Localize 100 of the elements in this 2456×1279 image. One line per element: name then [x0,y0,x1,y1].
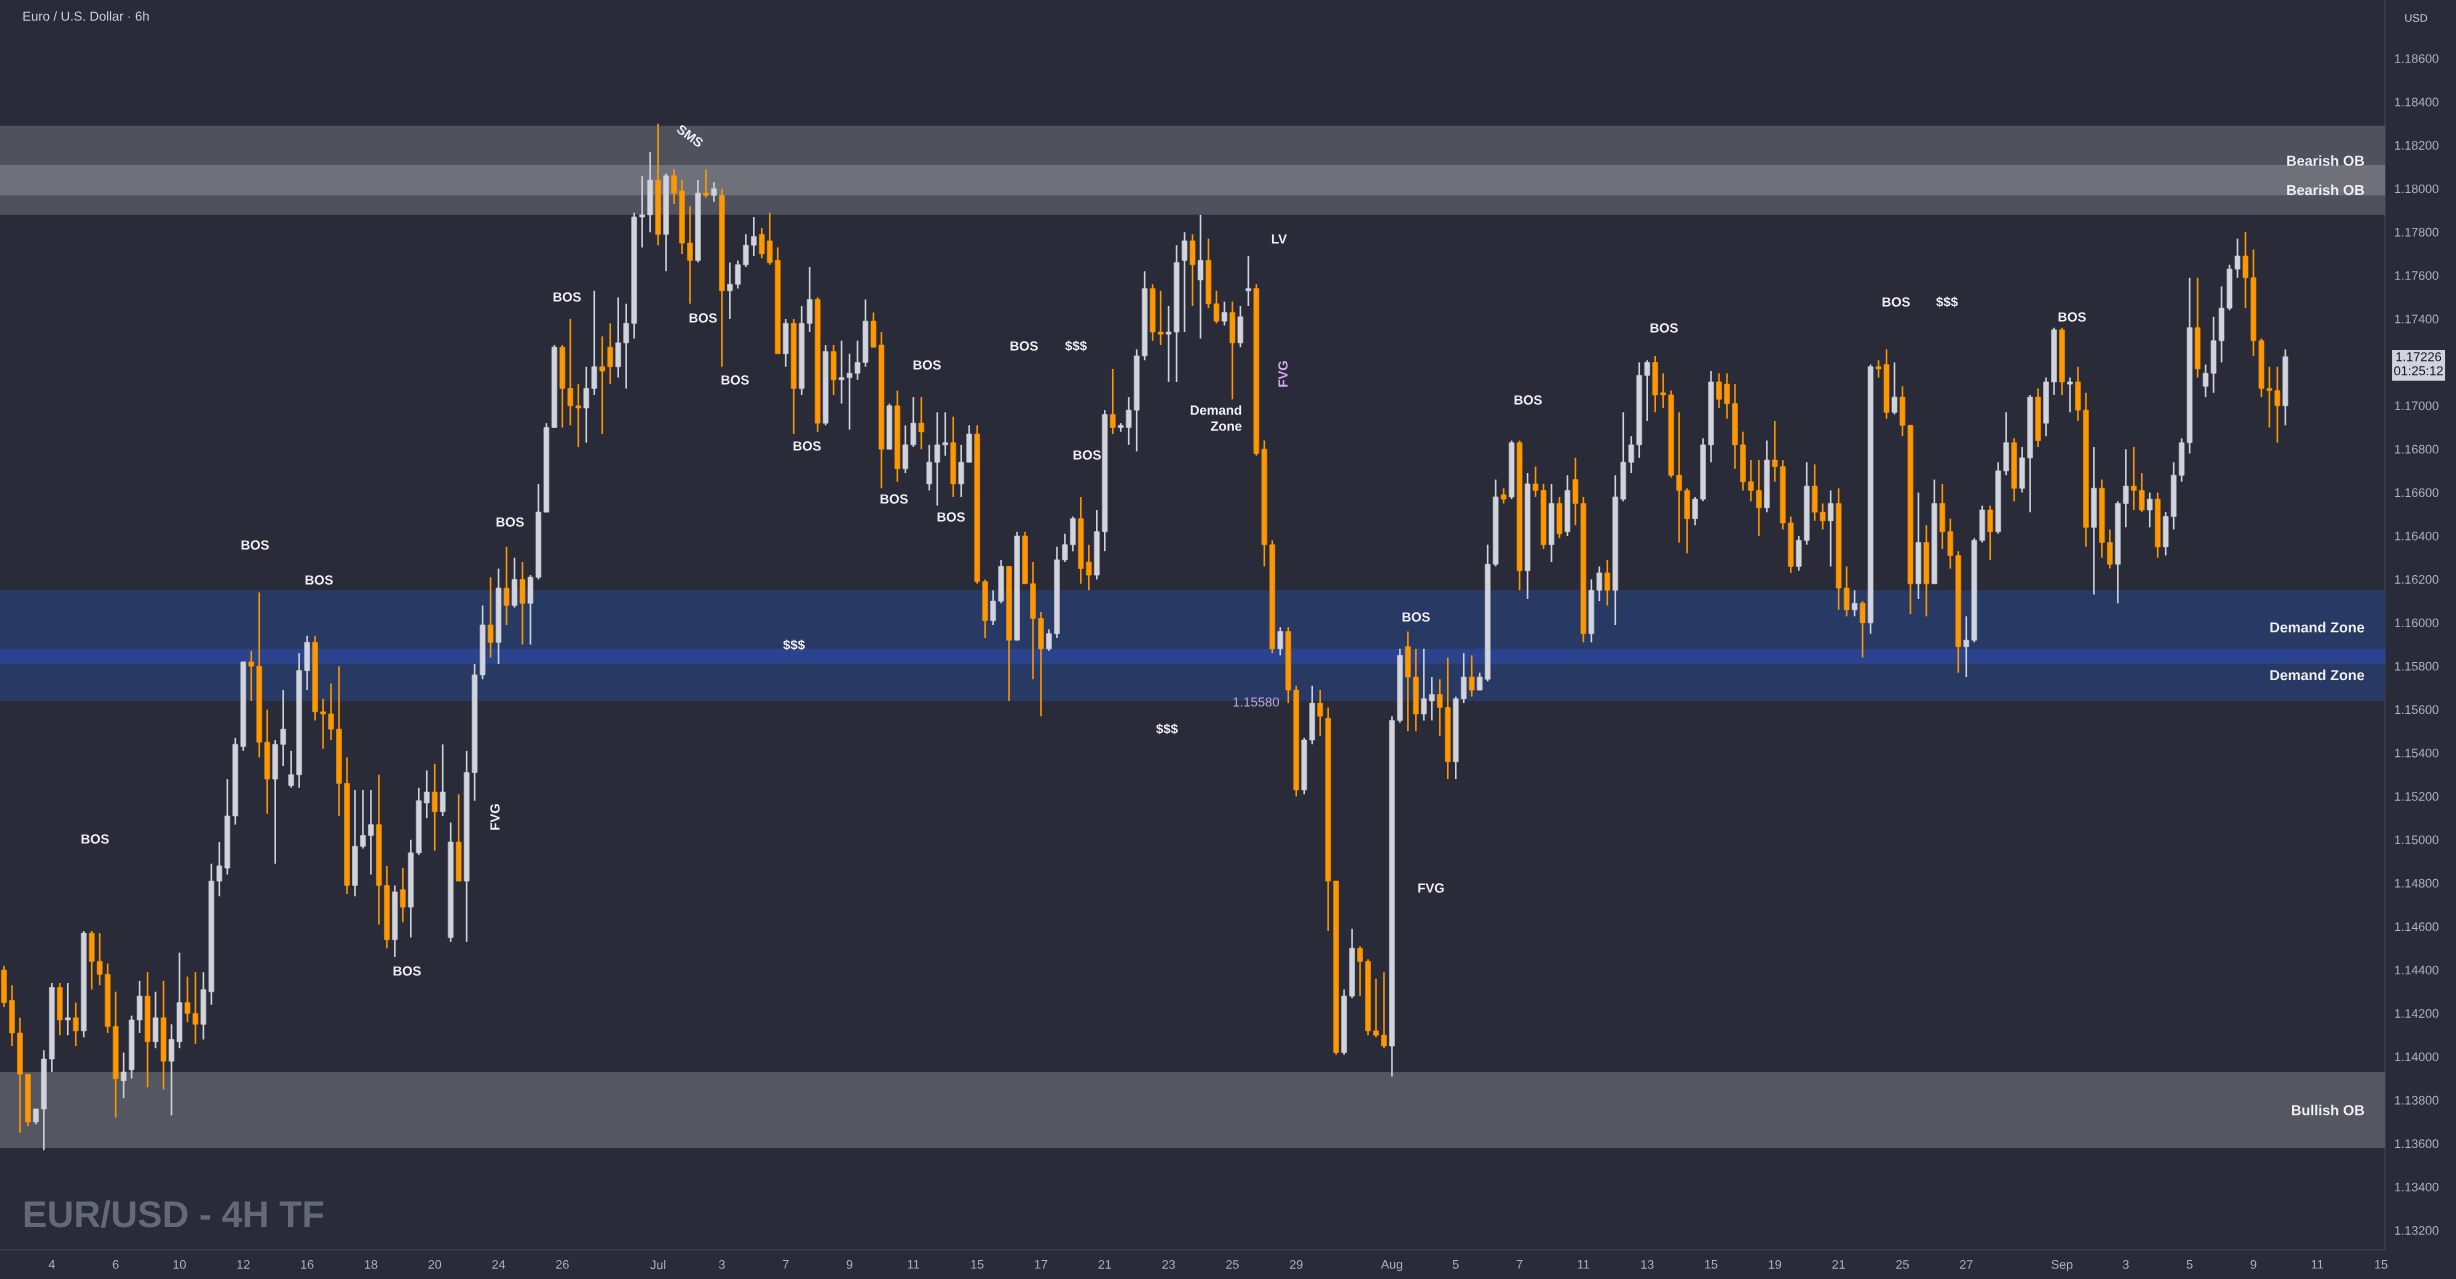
x-tick-label: 3 [2122,1260,2129,1269]
annotation: FVG [1418,883,1444,893]
text: 01:25:12 [2394,366,2443,376]
candlestick [2139,472,2145,513]
y-tick-label: 1.13200 [2395,1226,2439,1235]
annotation: BOS [496,517,524,527]
x-tick-label: 27 [1960,1260,1973,1269]
candlestick [703,168,709,199]
annotation: BOS [1882,297,1910,307]
candlestick [1748,459,1754,503]
annotation: $$$ [1065,340,1087,352]
candlestick [248,650,255,702]
candlestick [1181,231,1188,333]
x-tick-label: 11 [1577,1260,1590,1269]
annotation: BOS [937,512,965,522]
candlestick [1676,411,1682,544]
candlestick [1628,435,1635,474]
y-tick-label: 1.15600 [2395,705,2439,715]
candlestick [1596,565,1603,602]
candlestick [958,444,964,498]
candlestick [1197,214,1204,340]
band-label: Demand Zone [2270,669,2365,681]
x-tick-label: 7 [1516,1260,1523,1269]
y-tick-label: 1.13400 [2395,1182,2439,1192]
y-tick-label: 1.15000 [2395,835,2439,845]
candlestick [2146,491,2153,529]
candlestick [1987,504,1993,561]
annotation: BOS [1402,612,1430,622]
x-tick-label: 5 [2186,1260,2193,1269]
y-tick-label: 1.15200 [2395,792,2439,801]
annotation: BOS [913,360,941,370]
candlestick [1046,628,1052,652]
annotation: $$$ [1936,296,1958,308]
annotation: BOS [241,540,269,550]
x-tick-label: 20 [428,1260,442,1269]
candlestick [607,322,613,385]
x-tick-label: 7 [782,1260,789,1269]
y-tick-label: 1.17000 [2395,401,2439,411]
x-tick-label: Jul [650,1260,666,1270]
x-tick-label: 12 [237,1260,250,1269]
candlestick [1947,517,1954,570]
x-tick-label: 25 [1896,1260,1909,1269]
candlestick [2123,448,2129,529]
candlestick [1373,977,1379,1039]
annotation: 1.15580 [1233,697,1279,707]
candlestick [1644,359,1650,422]
candlestick [926,444,933,492]
candlestick [73,1001,79,1047]
annotation: BOS [553,292,581,302]
annotation: BOS [2058,312,2086,322]
candlestick [1819,502,1826,531]
candlestick [1460,652,1467,704]
candlestick [120,1051,127,1099]
x-tick-label: 23 [1162,1260,1175,1269]
x-tick-label: 16 [301,1260,314,1269]
candlestick [934,411,941,507]
annotation: BOS [880,494,908,504]
y-tick-label: 1.17400 [2395,314,2439,324]
candlestick [1429,676,1435,722]
y-tick-label: 1.14000 [2395,1052,2439,1062]
candlestick [1357,945,1363,997]
candlestick [902,424,909,474]
annotation: BOS [1514,395,1542,405]
candlestick [1277,626,1284,657]
candlestick [1604,559,1611,607]
candlestick [766,211,773,266]
candlestick [743,233,749,268]
candlestick [1468,654,1475,698]
annotation: SMS [677,125,703,147]
candlestick [1109,368,1116,435]
y-tick-label: 1.15400 [2395,748,2439,758]
x-tick-label: 15 [1705,1260,1718,1269]
candlestick [918,396,925,451]
annotation: $$$ [1156,723,1178,735]
candlestick [1963,615,1970,678]
y-tick-label: 1.14400 [2395,965,2439,975]
annotation: BOS [1650,323,1678,333]
candlestick [942,411,949,457]
candlestick [1189,233,1196,307]
candlestick [439,743,446,817]
x-tick-label: Sep [2051,1260,2073,1272]
x-tick-label: 24 [492,1260,506,1269]
candlestick [711,181,717,203]
x-tick-label: 19 [1768,1260,1782,1269]
x-tick-label: 11 [2311,1260,2324,1269]
annotation: Demand Zone [1190,405,1242,431]
candlestick [567,318,574,427]
y-tick-label: 1.14800 [2395,878,2439,888]
y-tick-label: 1.16600 [2395,488,2439,498]
annotation: BOS [793,441,821,451]
annotation: BOS [81,834,109,844]
candlestick [1317,689,1323,737]
x-tick-label: 26 [556,1260,569,1269]
candlestick [599,335,606,435]
candlestick [423,769,430,819]
y-tick-label: 1.18000 [2395,184,2439,194]
candlestick [1381,971,1387,1049]
candlestick [1692,496,1698,526]
candlestick [615,296,621,379]
candlestick [751,216,757,257]
